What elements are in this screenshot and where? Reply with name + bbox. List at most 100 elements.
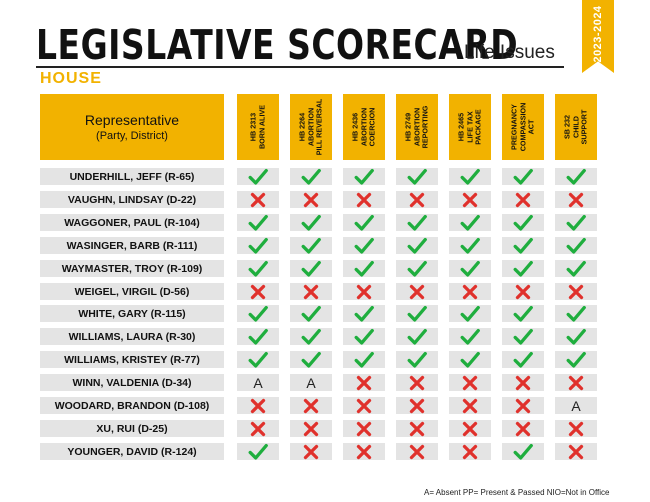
representative-header: Representative (Party, District): [40, 94, 224, 160]
vote-x-icon: [343, 443, 385, 460]
bill-header-2: HB 2264 ABORTION PILL REVERSAL: [290, 94, 332, 160]
bill-header-label: HB 2264 ABORTION PILL REVERSAL: [297, 98, 324, 156]
vote-check-icon: [502, 237, 544, 254]
vote-check-icon: [555, 214, 597, 231]
vote-check-icon: [449, 351, 491, 368]
vote-x-icon: [290, 443, 332, 460]
representative-name: WINN, VALDENIA (D-34): [40, 374, 224, 391]
vote-status-text: A: [290, 374, 332, 391]
bill-header-5: HB 2465 LIFE TAX PACKAGE: [449, 94, 491, 160]
vote-x-icon: [290, 397, 332, 414]
vote-check-icon: [555, 328, 597, 345]
representative-name: WILLIAMS, KRISTEY (R-77): [40, 351, 224, 368]
vote-check-icon: [290, 305, 332, 322]
vote-check-icon: [396, 168, 438, 185]
vote-check-icon: [449, 214, 491, 231]
vote-check-icon: [555, 168, 597, 185]
bill-header-1: HB 2313 BORN ALIVE: [237, 94, 279, 160]
vote-check-icon: [290, 328, 332, 345]
bill-header-label: HB 2465 LIFE TAX PACKAGE: [456, 109, 483, 145]
vote-x-icon: [290, 283, 332, 300]
vote-check-icon: [555, 260, 597, 277]
bill-header-4: HB 2749 ABORTION REPORTING: [396, 94, 438, 160]
vote-check-icon: [449, 237, 491, 254]
vote-check-icon: [396, 328, 438, 345]
representative-header-title: Representative: [84, 112, 180, 128]
vote-check-icon: [237, 305, 279, 322]
vote-x-icon: [449, 397, 491, 414]
vote-x-icon: [396, 283, 438, 300]
vote-x-icon: [396, 374, 438, 391]
vote-check-icon: [396, 214, 438, 231]
vote-status-text: A: [555, 397, 597, 414]
vote-x-icon: [290, 191, 332, 208]
scorecard-subtitle: Life Issues: [464, 42, 555, 63]
vote-x-icon: [449, 283, 491, 300]
vote-check-icon: [343, 305, 385, 322]
vote-check-icon: [343, 168, 385, 185]
vote-x-icon: [343, 191, 385, 208]
vote-x-icon: [237, 397, 279, 414]
vote-check-icon: [396, 305, 438, 322]
vote-check-icon: [343, 351, 385, 368]
vote-x-icon: [502, 191, 544, 208]
year-ribbon-label: 2023-2024: [592, 5, 604, 63]
vote-check-icon: [290, 168, 332, 185]
vote-x-icon: [290, 420, 332, 437]
representative-name: WASINGER, BARB (R-111): [40, 237, 224, 254]
representative-name: WAGGONER, PAUL (R-104): [40, 214, 224, 231]
vote-check-icon: [290, 260, 332, 277]
vote-check-icon: [237, 443, 279, 460]
vote-x-icon: [449, 420, 491, 437]
bill-header-6: PREGNANCY COMPASSION ACT: [502, 94, 544, 160]
vote-check-icon: [502, 443, 544, 460]
vote-x-icon: [237, 283, 279, 300]
bill-header-label: SB 232 CHILD SUPPORT: [562, 109, 589, 145]
vote-check-icon: [449, 328, 491, 345]
vote-check-icon: [502, 260, 544, 277]
vote-check-icon: [237, 168, 279, 185]
bill-header-label: HB 2749 ABORTION REPORTING: [403, 105, 430, 149]
representative-name: UNDERHILL, JEFF (R-65): [40, 168, 224, 185]
vote-check-icon: [396, 260, 438, 277]
vote-check-icon: [290, 351, 332, 368]
bill-header-3: HB 2436 ABORTION COERCION: [343, 94, 385, 160]
vote-check-icon: [502, 168, 544, 185]
vote-x-icon: [396, 397, 438, 414]
representative-name: YOUNGER, DAVID (R-124): [40, 443, 224, 460]
representative-name: WOODARD, BRANDON (D-108): [40, 397, 224, 414]
vote-x-icon: [502, 420, 544, 437]
vote-x-icon: [343, 374, 385, 391]
vote-x-icon: [555, 420, 597, 437]
vote-check-icon: [237, 260, 279, 277]
vote-check-icon: [237, 351, 279, 368]
year-ribbon: 2023-2024: [582, 0, 614, 73]
vote-x-icon: [449, 443, 491, 460]
vote-x-icon: [449, 374, 491, 391]
bill-header-label: HB 2313 BORN ALIVE: [248, 104, 267, 150]
vote-check-icon: [237, 214, 279, 231]
vote-x-icon: [343, 420, 385, 437]
vote-x-icon: [396, 443, 438, 460]
vote-x-icon: [502, 283, 544, 300]
vote-check-icon: [343, 237, 385, 254]
vote-check-icon: [449, 168, 491, 185]
vote-x-icon: [555, 191, 597, 208]
vote-check-icon: [502, 305, 544, 322]
vote-check-icon: [343, 260, 385, 277]
vote-check-icon: [449, 305, 491, 322]
vote-check-icon: [396, 351, 438, 368]
vote-check-icon: [555, 237, 597, 254]
bill-header-label: PREGNANCY COMPASSION ACT: [509, 102, 536, 152]
representative-name: VAUGHN, LINDSAY (D-22): [40, 191, 224, 208]
representative-name: XU, RUI (D-25): [40, 420, 224, 437]
vote-check-icon: [237, 328, 279, 345]
vote-status-text: A: [237, 374, 279, 391]
representative-name: WAYMASTER, TROY (R-109): [40, 260, 224, 277]
vote-x-icon: [502, 374, 544, 391]
chamber-label: HOUSE: [40, 70, 102, 87]
vote-check-icon: [502, 214, 544, 231]
legend-footnote: A= Absent PP= Present & Passed NIO=Not i…: [424, 488, 610, 497]
vote-check-icon: [502, 351, 544, 368]
vote-x-icon: [237, 191, 279, 208]
